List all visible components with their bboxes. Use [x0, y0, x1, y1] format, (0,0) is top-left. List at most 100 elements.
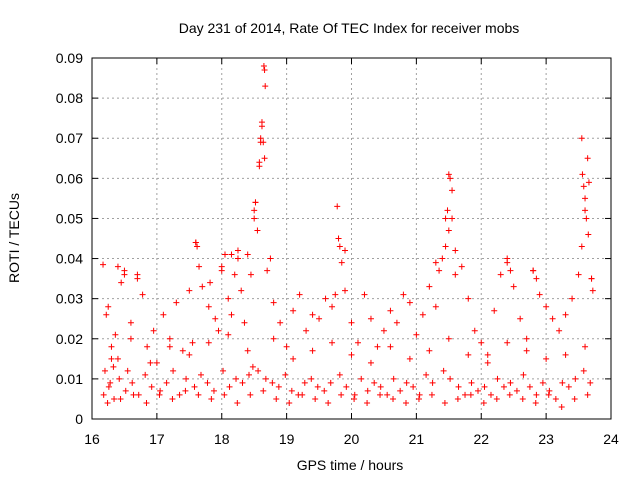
x-axis-label: GPS time / hours	[297, 457, 404, 473]
data-point	[504, 255, 511, 262]
data-point	[572, 375, 579, 382]
data-point	[124, 367, 131, 374]
data-point	[552, 395, 559, 402]
data-point	[251, 215, 258, 222]
data-point	[225, 295, 232, 302]
data-point	[308, 375, 315, 382]
data-point	[569, 295, 576, 302]
data-point	[335, 235, 342, 242]
data-point	[121, 267, 128, 274]
data-point	[244, 347, 251, 354]
data-point	[163, 379, 170, 386]
data-point	[256, 159, 263, 166]
data-point	[449, 187, 456, 194]
data-point	[173, 299, 180, 306]
data-point	[413, 331, 420, 338]
data-point	[493, 395, 500, 402]
data-point	[110, 363, 117, 370]
x-tick-label: 23	[538, 431, 554, 447]
data-point	[506, 391, 513, 398]
y-tick-label: 0.04	[56, 251, 83, 267]
data-point	[176, 391, 183, 398]
data-point	[484, 359, 491, 366]
data-point	[584, 155, 591, 162]
data-point	[264, 267, 271, 274]
data-point	[558, 403, 565, 410]
data-point	[157, 387, 164, 394]
axis-ticks	[91, 57, 612, 420]
data-point	[580, 183, 587, 190]
y-tick-label: 0.07	[56, 130, 83, 146]
data-point	[510, 283, 517, 290]
data-point	[533, 275, 540, 282]
data-point	[107, 379, 114, 386]
grid-lines	[92, 58, 611, 419]
data-point	[449, 215, 456, 222]
x-tick-label: 17	[149, 431, 165, 447]
data-point	[186, 287, 193, 294]
data-point	[186, 351, 193, 358]
data-point	[536, 291, 543, 298]
data-point	[100, 391, 107, 398]
data-point	[228, 311, 235, 318]
data-point	[445, 335, 452, 342]
data-point	[299, 391, 306, 398]
data-point	[238, 287, 245, 294]
data-point	[416, 391, 423, 398]
data-point	[436, 267, 443, 274]
data-point	[380, 327, 387, 334]
data-point	[439, 255, 446, 262]
data-point	[334, 203, 341, 210]
data-point	[578, 243, 585, 250]
data-point	[247, 271, 254, 278]
data-point	[234, 255, 241, 262]
data-point	[423, 371, 430, 378]
data-point	[390, 395, 397, 402]
data-point	[332, 291, 339, 298]
data-point	[290, 307, 297, 314]
data-point	[309, 347, 316, 354]
data-point	[142, 371, 149, 378]
data-point	[367, 315, 374, 322]
data-point	[197, 371, 204, 378]
data-point	[329, 339, 336, 346]
data-point	[377, 391, 384, 398]
data-point	[465, 295, 472, 302]
data-point	[491, 307, 498, 314]
data-point	[556, 327, 563, 334]
data-point	[251, 207, 258, 214]
data-point	[428, 391, 435, 398]
data-point	[533, 391, 540, 398]
data-point	[480, 399, 487, 406]
data-point	[169, 395, 176, 402]
data-point	[257, 139, 264, 146]
data-point	[267, 255, 274, 262]
data-point	[387, 307, 394, 314]
x-tick-label: 22	[473, 431, 489, 447]
data-point	[543, 355, 550, 362]
data-point	[269, 379, 276, 386]
data-point	[247, 391, 254, 398]
y-tick-label: 0.05	[56, 210, 83, 226]
data-point	[458, 263, 465, 270]
data-point	[212, 315, 219, 322]
data-points	[100, 63, 596, 410]
data-point	[241, 319, 248, 326]
data-point	[397, 387, 404, 394]
data-point	[410, 383, 417, 390]
data-point	[314, 383, 321, 390]
data-point	[452, 247, 459, 254]
data-point	[494, 375, 501, 382]
data-point	[478, 339, 485, 346]
data-point	[134, 271, 141, 278]
data-point	[342, 287, 349, 294]
data-point	[583, 215, 590, 222]
data-point	[562, 311, 569, 318]
data-point	[500, 383, 507, 390]
y-tick-label: 0.01	[56, 371, 83, 387]
data-point	[244, 251, 251, 258]
data-point	[354, 339, 361, 346]
data-point	[348, 351, 355, 358]
data-point	[273, 395, 280, 402]
